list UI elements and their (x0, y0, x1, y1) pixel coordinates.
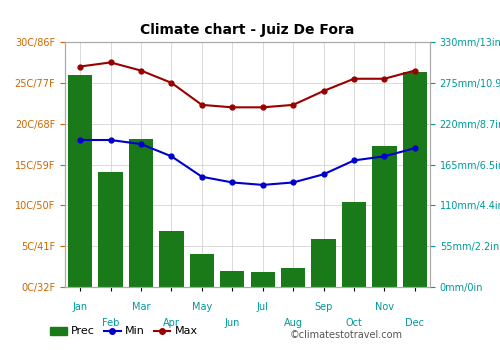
Legend: Prec, Min, Max: Prec, Min, Max (46, 322, 203, 341)
Text: Dec: Dec (406, 318, 424, 328)
Bar (402, 72, 427, 287)
Text: Jan: Jan (72, 302, 88, 312)
Bar (372, 146, 396, 287)
Bar (68, 75, 92, 287)
Text: Sep: Sep (314, 302, 332, 312)
Bar (190, 254, 214, 287)
Bar (312, 239, 336, 287)
Text: Mar: Mar (132, 302, 150, 312)
Text: Jun: Jun (224, 318, 240, 328)
Text: Jul: Jul (257, 302, 268, 312)
Bar (250, 272, 275, 287)
Text: Aug: Aug (284, 318, 302, 328)
Bar (98, 172, 123, 287)
Bar (160, 231, 184, 287)
Bar (281, 268, 305, 287)
Text: Nov: Nov (375, 302, 394, 312)
Bar (220, 271, 244, 287)
Text: ©climatestotravel.com: ©climatestotravel.com (290, 329, 403, 340)
Text: Apr: Apr (163, 318, 180, 328)
Bar (129, 139, 153, 287)
Text: Oct: Oct (346, 318, 362, 328)
Title: Climate chart - Juiz De Fora: Climate chart - Juiz De Fora (140, 23, 354, 37)
Bar (342, 202, 366, 287)
Text: Feb: Feb (102, 318, 120, 328)
Text: May: May (192, 302, 212, 312)
